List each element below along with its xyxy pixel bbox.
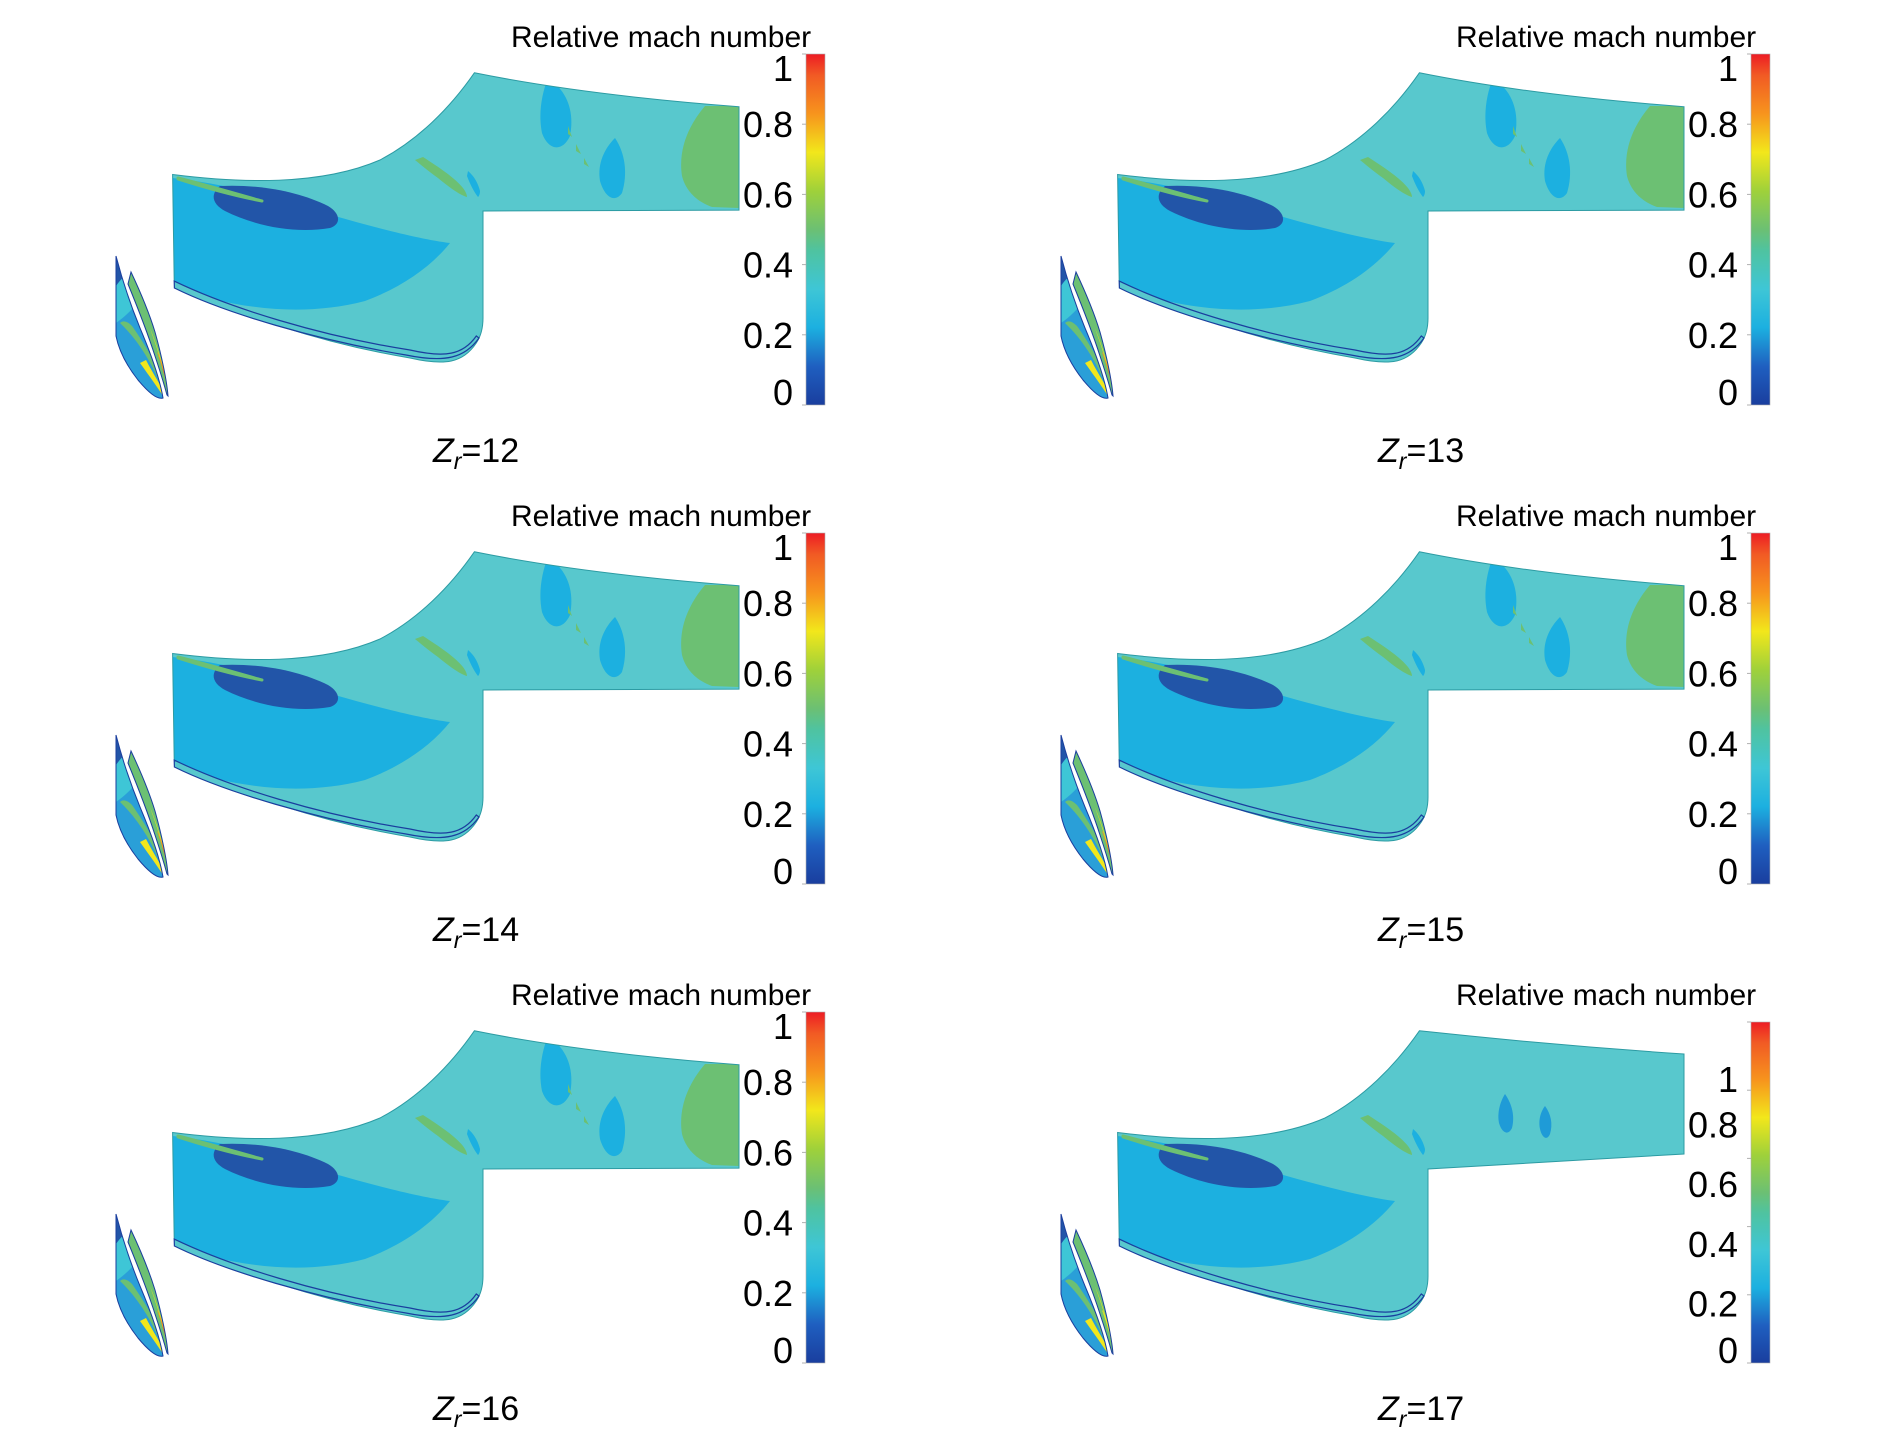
svg-text:0.8: 0.8 bbox=[1688, 1105, 1738, 1146]
svg-text:0.4: 0.4 bbox=[743, 724, 793, 765]
svg-text:0.8: 0.8 bbox=[743, 583, 793, 624]
svg-text:0.4: 0.4 bbox=[1688, 724, 1738, 765]
svg-text:0.4: 0.4 bbox=[1688, 245, 1738, 286]
svg-text:Zr=13: Zr=13 bbox=[1377, 432, 1464, 474]
svg-text:0.2: 0.2 bbox=[1688, 794, 1738, 835]
svg-text:0.8: 0.8 bbox=[1688, 583, 1738, 624]
svg-text:Relative mach number: Relative mach number bbox=[511, 500, 811, 533]
svg-text:0.6: 0.6 bbox=[1688, 1164, 1738, 1205]
svg-text:0: 0 bbox=[773, 372, 793, 413]
svg-text:Zr=15: Zr=15 bbox=[1377, 911, 1464, 953]
svg-text:0.2: 0.2 bbox=[1688, 315, 1738, 356]
svg-text:1: 1 bbox=[773, 48, 793, 89]
svg-text:0.2: 0.2 bbox=[743, 1273, 793, 1314]
svg-text:Zr=12: Zr=12 bbox=[432, 432, 519, 474]
svg-text:1: 1 bbox=[1718, 48, 1738, 89]
svg-text:Relative mach number: Relative mach number bbox=[1456, 21, 1756, 54]
svg-text:Relative mach number: Relative mach number bbox=[511, 21, 811, 54]
svg-text:0.4: 0.4 bbox=[743, 1203, 793, 1244]
svg-text:0.8: 0.8 bbox=[1688, 104, 1738, 145]
svg-text:0.6: 0.6 bbox=[743, 1132, 793, 1173]
svg-text:0.2: 0.2 bbox=[743, 315, 793, 356]
svg-text:0: 0 bbox=[773, 1330, 793, 1371]
svg-text:1: 1 bbox=[1718, 1059, 1738, 1100]
svg-text:0: 0 bbox=[1718, 851, 1738, 892]
svg-text:0: 0 bbox=[1718, 372, 1738, 413]
svg-text:1: 1 bbox=[1718, 527, 1738, 568]
svg-text:Zr=17: Zr=17 bbox=[1377, 1390, 1464, 1432]
svg-text:0.2: 0.2 bbox=[1688, 1283, 1738, 1324]
svg-text:0: 0 bbox=[1718, 1330, 1738, 1371]
svg-text:0.2: 0.2 bbox=[743, 794, 793, 835]
svg-text:0.4: 0.4 bbox=[1688, 1224, 1738, 1265]
svg-text:Relative mach number: Relative mach number bbox=[1456, 500, 1756, 533]
svg-text:0.4: 0.4 bbox=[743, 245, 793, 286]
svg-text:0.8: 0.8 bbox=[743, 1062, 793, 1103]
svg-text:1: 1 bbox=[773, 527, 793, 568]
svg-text:0.6: 0.6 bbox=[1688, 174, 1738, 215]
svg-text:0: 0 bbox=[773, 851, 793, 892]
svg-text:1: 1 bbox=[773, 1006, 793, 1047]
svg-text:0.6: 0.6 bbox=[743, 174, 793, 215]
svg-text:Relative mach number: Relative mach number bbox=[511, 979, 811, 1012]
svg-text:Zr=16: Zr=16 bbox=[432, 1390, 519, 1432]
svg-text:Relative mach number: Relative mach number bbox=[1456, 979, 1756, 1012]
svg-text:0.6: 0.6 bbox=[1688, 653, 1738, 694]
svg-text:0.6: 0.6 bbox=[743, 653, 793, 694]
svg-text:Zr=14: Zr=14 bbox=[432, 911, 519, 953]
svg-text:0.8: 0.8 bbox=[743, 104, 793, 145]
